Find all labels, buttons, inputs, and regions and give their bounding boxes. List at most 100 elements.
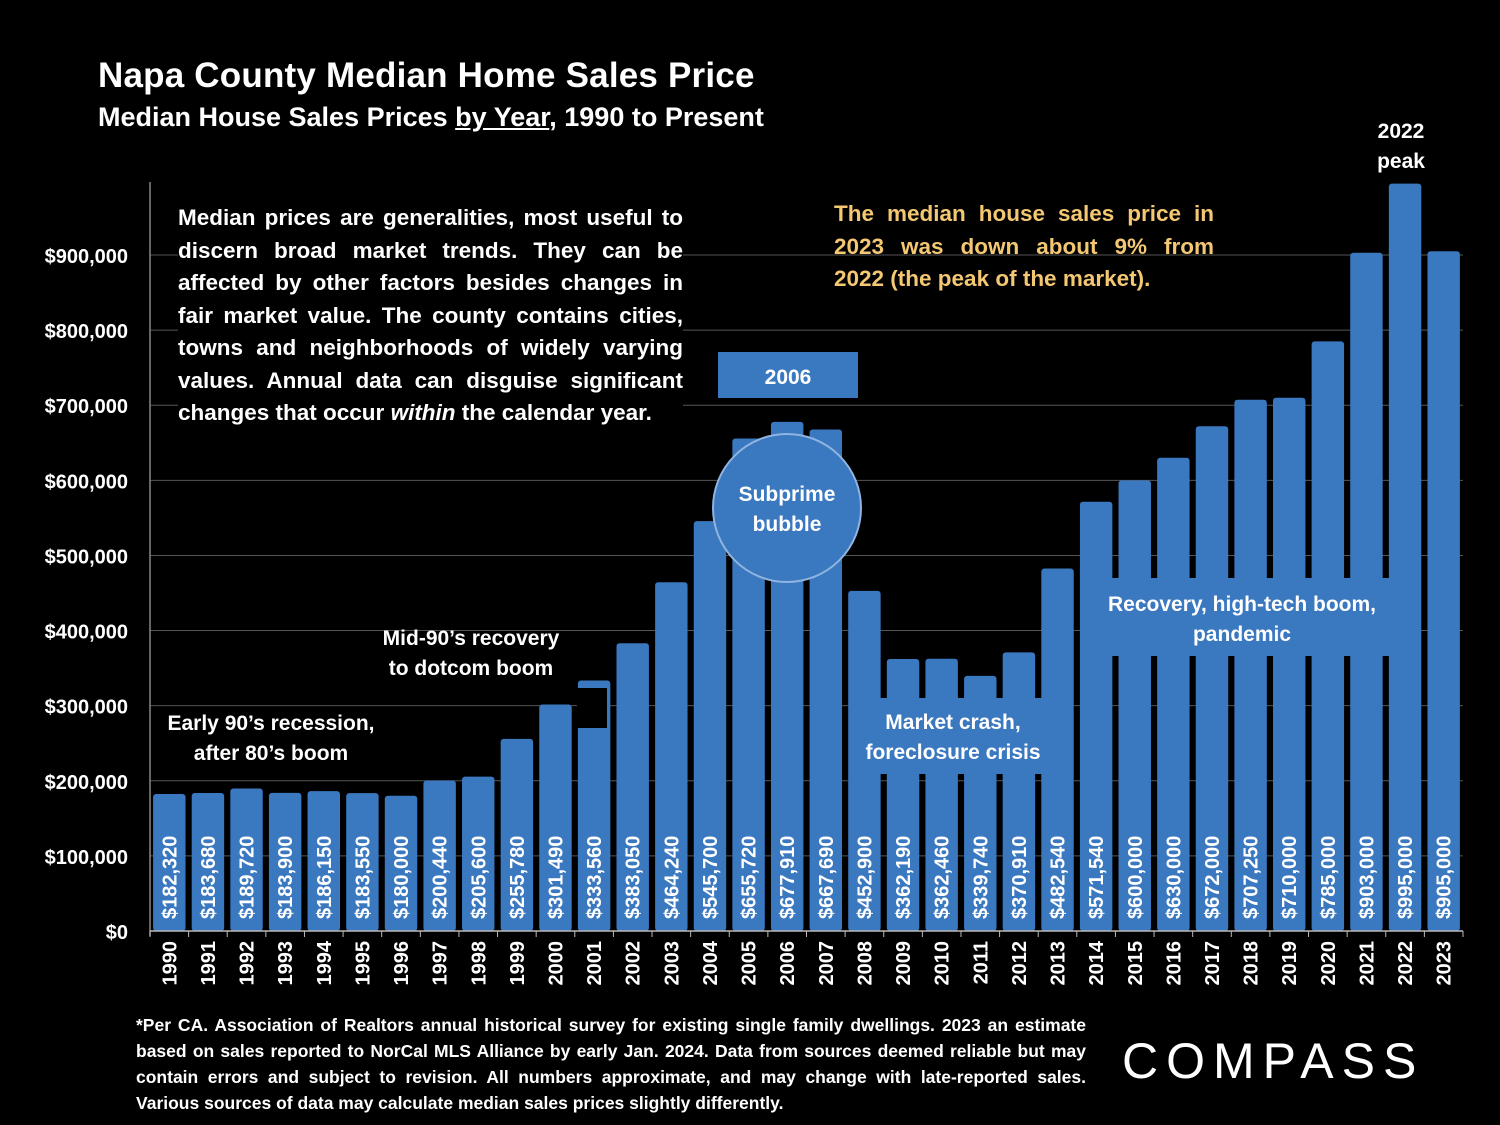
bar	[1388, 183, 1422, 932]
note-left-post: the calendar year.	[455, 400, 652, 425]
bar	[500, 738, 534, 931]
x-tick-label: 2015	[1125, 941, 1147, 986]
note-left-pre: Median prices are generalities, most use…	[178, 205, 683, 425]
data-label: $333,560	[584, 836, 606, 919]
x-tick-label: 2019	[1279, 941, 1301, 986]
x-tick-label: 1993	[275, 941, 297, 986]
footnote: *Per CA. Association of Realtors annual …	[136, 1015, 1086, 1113]
y-tick-label: $900,000	[45, 246, 128, 268]
y-tick-label: $500,000	[45, 546, 128, 568]
y-tick-label: $400,000	[45, 622, 128, 644]
annotation-early-90s: Early 90’s recession,	[167, 712, 374, 735]
y-tick-label: $700,000	[45, 396, 128, 418]
x-tick-label: 2003	[661, 941, 683, 986]
year-2006-box	[718, 352, 858, 398]
bar	[616, 643, 649, 931]
data-label: $200,440	[430, 836, 452, 919]
data-label: $464,240	[661, 836, 683, 919]
data-label: $362,460	[932, 836, 954, 919]
data-label: $186,150	[314, 836, 336, 919]
bar	[423, 780, 456, 931]
data-label: $571,540	[1086, 836, 1108, 919]
x-tick-label: 2004	[700, 940, 722, 985]
annotation-2006: 2006	[765, 366, 812, 389]
annotation-early-90s: after 80’s boom	[194, 742, 348, 765]
x-tick-label: 2021	[1356, 941, 1378, 986]
data-label: $482,540	[1048, 836, 1070, 919]
annotation-subprime: Subprime	[739, 483, 836, 506]
x-tick-label: 1990	[159, 941, 181, 986]
x-tick-label: 2013	[1048, 941, 1070, 986]
data-label: $905,000	[1434, 836, 1456, 919]
y-tick-label: $800,000	[45, 321, 128, 343]
data-label: $903,000	[1356, 836, 1378, 919]
median-disclaimer-note: Median prices are generalities, most use…	[178, 202, 683, 430]
chart-title: Napa County Median Home Sales Price	[98, 56, 755, 95]
annotation-mid-90s: Mid-90’s recovery	[383, 627, 560, 650]
data-label: $183,550	[352, 836, 374, 919]
x-tick-label: 2018	[1241, 941, 1263, 986]
data-label: $995,000	[1395, 836, 1417, 919]
bar	[153, 794, 186, 931]
x-tick-label: 2011	[970, 941, 992, 984]
x-tick-label: 2000	[545, 941, 567, 986]
bar	[307, 791, 340, 931]
data-label: $452,900	[854, 836, 876, 919]
bar	[384, 795, 418, 931]
x-tick-label: 2008	[854, 941, 876, 986]
y-tick-label: $300,000	[45, 697, 128, 719]
bar	[655, 582, 688, 931]
note-left-italic: within	[390, 400, 456, 425]
x-tick-label: 1996	[391, 941, 413, 986]
x-tick-label: 1991	[198, 941, 220, 986]
annotation-crash: Market crash,	[885, 711, 1020, 734]
x-tick-label: 1999	[507, 941, 529, 986]
bar	[1234, 399, 1267, 931]
x-tick-label: 1995	[352, 941, 374, 986]
bar	[1195, 426, 1229, 931]
annotation-mid-90s: to dotcom boom	[389, 657, 553, 680]
bar	[268, 792, 302, 931]
bar	[693, 521, 727, 931]
bar	[539, 704, 572, 931]
x-tick-label: 2009	[893, 941, 915, 986]
bar	[577, 680, 611, 931]
subprime-circle	[712, 433, 862, 583]
x-tick-label: 2006	[777, 941, 799, 986]
data-label: $205,600	[468, 836, 490, 919]
x-tick-label: 2007	[816, 941, 838, 986]
annotation-2022-peak: peak	[1377, 150, 1425, 173]
y-tick-label: $200,000	[45, 772, 128, 794]
data-label: $655,720	[739, 836, 761, 919]
x-tick-label: 2002	[623, 941, 645, 986]
x-tick-label: 2001	[584, 941, 606, 986]
data-label: $707,250	[1241, 836, 1263, 919]
x-tick-label: 2020	[1318, 941, 1340, 986]
data-label: $667,690	[816, 836, 838, 919]
data-label: $672,000	[1202, 836, 1224, 919]
compass-logo: COMPASS	[1122, 1033, 1425, 1089]
x-tick-label: 2022	[1395, 941, 1417, 986]
y-tick-label: $100,000	[45, 847, 128, 869]
data-label: $301,490	[545, 836, 567, 919]
annotation-recovery: Recovery, high-tech boom,	[1108, 593, 1376, 616]
data-label: $183,900	[275, 836, 297, 919]
annotation-gap	[577, 688, 607, 728]
annotation-crash: foreclosure crisis	[865, 741, 1040, 764]
data-label: $339,740	[970, 836, 992, 919]
recovery-box	[1082, 578, 1402, 656]
annotation-2022-peak: 2022	[1378, 120, 1425, 143]
data-label: $710,000	[1279, 836, 1301, 919]
bar	[1157, 457, 1190, 931]
bar	[230, 788, 263, 931]
bar	[462, 776, 495, 931]
bar	[346, 793, 379, 931]
data-label: $182,320	[159, 836, 181, 919]
x-tick-label: 2010	[932, 941, 954, 986]
crash-box	[880, 698, 1044, 774]
bar	[191, 793, 225, 931]
x-tick-label: 2016	[1163, 941, 1185, 986]
data-label: $545,700	[700, 836, 722, 919]
data-label: $630,000	[1163, 836, 1185, 919]
